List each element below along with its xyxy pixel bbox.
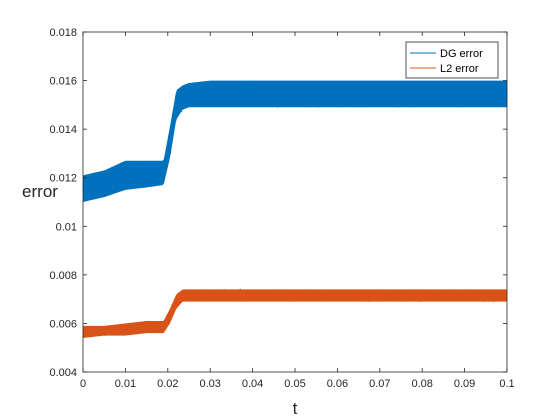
- x-tick-label: 0.07: [369, 378, 390, 390]
- x-tick-label: 0.05: [284, 378, 305, 390]
- x-tick-label: 0: [80, 378, 86, 390]
- y-tick-label: 0.006: [49, 318, 77, 330]
- series-layer: [82, 79, 508, 338]
- x-tick-label: 0.08: [411, 378, 432, 390]
- series-line: [82, 79, 508, 200]
- y-tick-label: 0.016: [49, 76, 77, 88]
- y-tick-label: 0.004: [49, 367, 77, 379]
- series-l2-error: [82, 287, 508, 338]
- x-tick-label: 0.06: [327, 378, 348, 390]
- y-tick-label: 0.014: [49, 124, 77, 136]
- x-tick-label: 0.03: [199, 378, 220, 390]
- y-axis-label: error: [22, 182, 58, 201]
- legend-label-l2-error: L2 error: [440, 63, 479, 75]
- x-axis-label: t: [293, 399, 298, 418]
- x-tick-label: 0.01: [115, 378, 136, 390]
- series-dg-error: [82, 79, 508, 202]
- y-tick-label: 0.01: [56, 221, 77, 233]
- y-tick-label: 0.018: [49, 27, 77, 39]
- legend-label-dg-error: DG error: [440, 48, 483, 60]
- x-tick-label: 0.04: [242, 378, 263, 390]
- x-tick-label: 0.1: [499, 378, 514, 390]
- x-tick-label: 0.02: [157, 378, 178, 390]
- axis-ticks: 0 0.01 0.02 0.03 0.04 0.05 0.06 0.07 0.08 0.09 0.1…: [49, 27, 514, 390]
- series-line: [82, 287, 508, 338]
- y-tick-label: 0.012: [49, 173, 77, 185]
- legend: DG error L2 error: [405, 41, 499, 79]
- x-tick-label: 0.09: [454, 378, 475, 390]
- legend-box: [405, 41, 499, 79]
- series-band: [83, 80, 507, 202]
- y-tick-label: 0.008: [49, 270, 77, 282]
